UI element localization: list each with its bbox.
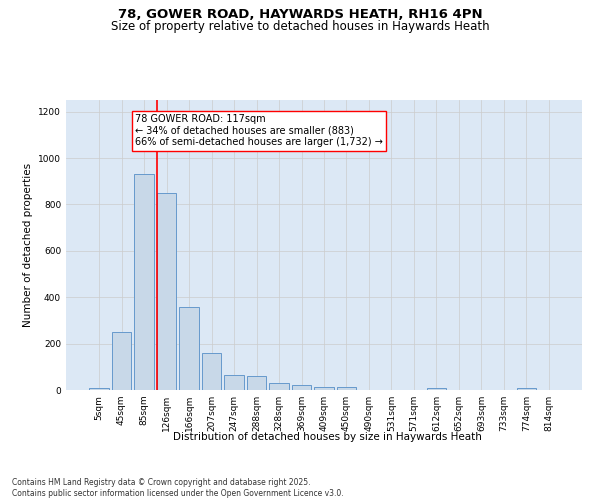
Y-axis label: Number of detached properties: Number of detached properties <box>23 163 32 327</box>
Bar <box>292 386 311 390</box>
Bar <box>202 354 221 390</box>
Bar <box>224 375 244 390</box>
Text: Distribution of detached houses by size in Haywards Heath: Distribution of detached houses by size … <box>173 432 481 442</box>
Bar <box>337 387 356 390</box>
Bar <box>134 174 154 390</box>
Text: 78 GOWER ROAD: 117sqm
← 34% of detached houses are smaller (883)
66% of semi-det: 78 GOWER ROAD: 117sqm ← 34% of detached … <box>135 114 383 147</box>
Bar <box>112 332 131 390</box>
Text: 78, GOWER ROAD, HAYWARDS HEATH, RH16 4PN: 78, GOWER ROAD, HAYWARDS HEATH, RH16 4PN <box>118 8 482 20</box>
Bar <box>269 383 289 390</box>
Bar <box>517 388 536 390</box>
Bar <box>314 387 334 390</box>
Bar <box>89 388 109 390</box>
Bar <box>157 194 176 390</box>
Text: Size of property relative to detached houses in Haywards Heath: Size of property relative to detached ho… <box>110 20 490 33</box>
Text: Contains HM Land Registry data © Crown copyright and database right 2025.
Contai: Contains HM Land Registry data © Crown c… <box>12 478 344 498</box>
Bar <box>427 388 446 390</box>
Bar <box>247 376 266 390</box>
Bar <box>179 307 199 390</box>
